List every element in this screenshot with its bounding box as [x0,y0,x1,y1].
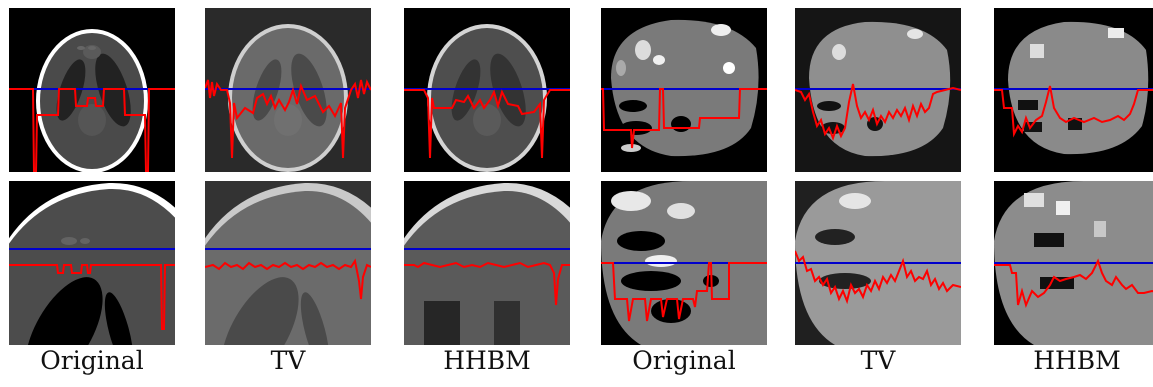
caption-phantom-original: Original [40,346,144,375]
caption-phantom-tv: TV [270,346,306,375]
brain-original-full [601,8,767,172]
phantom-original-full [9,8,175,172]
brain-original-zoom [601,181,767,345]
brain-tv-zoom [795,181,961,345]
phantom-hhbm-zoom [404,181,570,345]
phantom-tv-zoom [205,181,371,345]
phantom-original-zoom [9,181,175,345]
brain-hhbm-full [994,8,1153,172]
caption-brain-hhbm: HHBM [1033,346,1121,375]
brain-tv-full [795,8,961,172]
caption-brain-tv: TV [860,346,896,375]
caption-phantom-hhbm: HHBM [443,346,531,375]
brain-hhbm-zoom [994,181,1153,345]
caption-brain-original: Original [632,346,736,375]
phantom-hhbm-full [404,8,570,172]
phantom-tv-full [205,8,371,172]
